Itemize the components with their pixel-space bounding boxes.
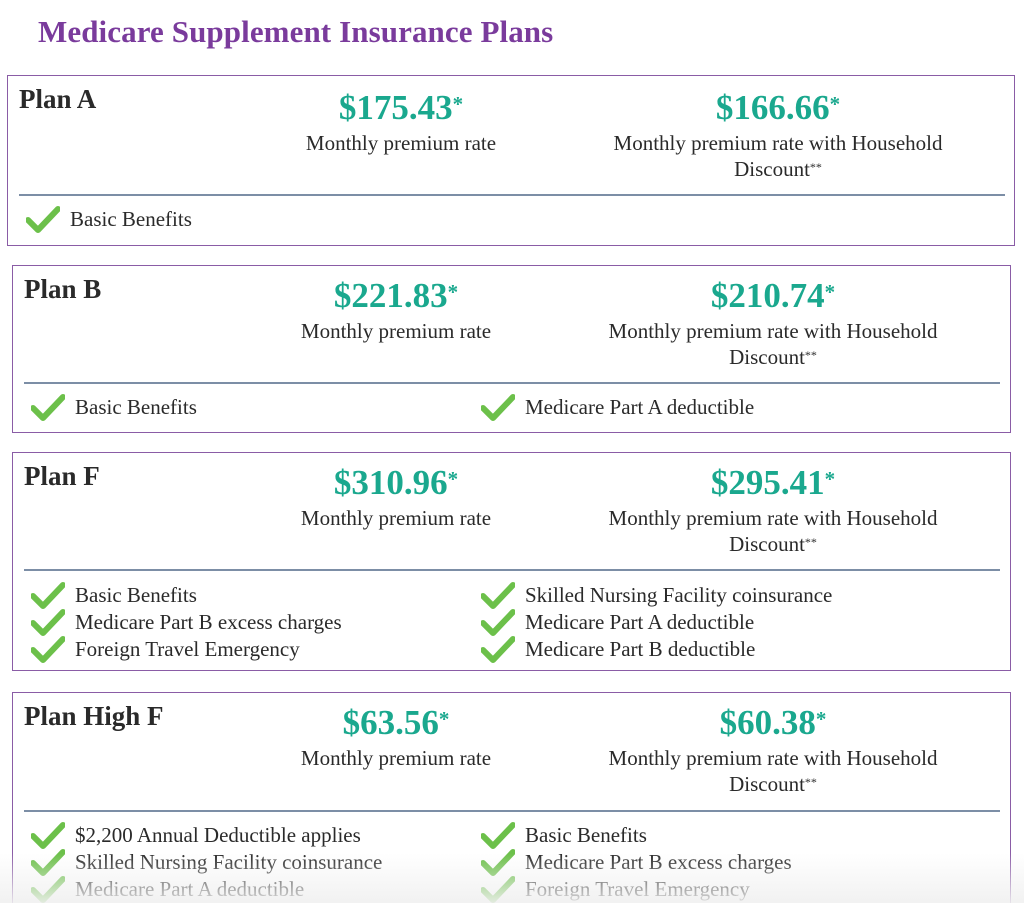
divider [24, 382, 1000, 384]
benefit-item: Medicare Part A deductible [481, 609, 931, 636]
benefit-item: Basic Benefits [31, 394, 481, 421]
monthly-price: $221.83* [333, 276, 459, 315]
benefit-label: Basic Benefits [75, 583, 197, 607]
checkmark-icon [31, 582, 65, 609]
checkmark-icon [26, 206, 60, 233]
plan-card-b: Plan B $221.83* Monthly premium rate $21… [12, 265, 1011, 433]
checkmark-icon [481, 822, 515, 849]
benefit-item: Medicare Part A deductible [481, 394, 931, 421]
checkmark-icon [31, 609, 65, 636]
checkmark-icon [31, 849, 65, 876]
plan-card-high-f: Plan High F $63.56* Monthly premium rate… [12, 692, 1011, 903]
benefits-list: Basic Benefits Medicare Part A deductible [31, 394, 931, 421]
benefit-item: Foreign Travel Emergency [31, 636, 481, 663]
household-price: $166.66* [715, 88, 841, 127]
monthly-rate-block: $175.43* Monthly premium rate [276, 88, 526, 156]
benefit-label: Medicare Part A deductible [525, 395, 755, 419]
benefit-item: Medicare Part A deductible [31, 876, 481, 903]
benefit-label: Skilled Nursing Facility coinsurance [75, 850, 383, 874]
benefit-label: Medicare Part A deductible [525, 610, 755, 634]
benefit-item: Medicare Part B excess charges [31, 609, 481, 636]
benefit-item: $2,200 Annual Deductible applies [31, 822, 481, 849]
household-rate-block: $166.66* Monthly premium rate with House… [588, 88, 968, 182]
household-rate-label: Monthly premium rate with Household Disco… [608, 506, 938, 556]
monthly-rate-label: Monthly premium rate [300, 746, 492, 770]
household-price: $210.74* [710, 276, 836, 315]
benefit-label: Medicare Part B excess charges [525, 850, 792, 874]
checkmark-icon [481, 636, 515, 663]
plan-name: Plan B [24, 274, 102, 304]
benefit-item: Medicare Part B deductible [481, 636, 931, 663]
benefit-item: Skilled Nursing Facility coinsurance [481, 582, 931, 609]
monthly-price: $310.96* [333, 463, 459, 502]
checkmark-icon [31, 876, 65, 903]
divider [24, 569, 1000, 571]
benefit-label: Foreign Travel Emergency [75, 637, 300, 661]
plan-name: Plan F [24, 461, 100, 491]
benefit-item: Basic Benefits [26, 206, 476, 233]
benefits-list: Basic Benefits [26, 206, 926, 233]
monthly-price: $63.56* [342, 703, 450, 742]
household-rate-block: $60.38* Monthly premium rate with Househ… [583, 703, 963, 797]
household-rate-block: $295.41* Monthly premium rate with House… [583, 463, 963, 557]
benefit-item: Skilled Nursing Facility coinsurance [31, 849, 481, 876]
benefit-label: Skilled Nursing Facility coinsurance [525, 583, 833, 607]
monthly-rate-block: $63.56* Monthly premium rate [271, 703, 521, 771]
page-title: Medicare Supplement Insurance Plans [38, 14, 554, 49]
monthly-rate-label: Monthly premium rate [300, 506, 492, 530]
benefit-item: Basic Benefits [31, 582, 481, 609]
checkmark-icon [481, 849, 515, 876]
benefit-item: Medicare Part B excess charges [481, 849, 931, 876]
benefit-label: Medicare Part B excess charges [75, 610, 342, 634]
divider [19, 194, 1005, 196]
household-price: $60.38* [719, 703, 827, 742]
plan-name: Plan A [19, 84, 97, 114]
checkmark-icon [31, 394, 65, 421]
checkmark-icon [481, 609, 515, 636]
monthly-rate-block: $310.96* Monthly premium rate [271, 463, 521, 531]
plan-card-a: Plan A $175.43* Monthly premium rate $16… [7, 75, 1015, 246]
benefits-list: $2,200 Annual Deductible applies Basic Be… [31, 822, 931, 903]
monthly-rate-label: Monthly premium rate [300, 319, 492, 343]
checkmark-icon [31, 822, 65, 849]
benefit-label: Basic Benefits [75, 395, 197, 419]
checkmark-icon [481, 582, 515, 609]
household-rate-block: $210.74* Monthly premium rate with House… [583, 276, 963, 370]
benefit-item: Basic Benefits [481, 822, 931, 849]
household-price: $295.41* [710, 463, 836, 502]
checkmark-icon [481, 394, 515, 421]
checkmark-icon [31, 636, 65, 663]
benefit-label: $2,200 Annual Deductible applies [75, 823, 361, 847]
monthly-rate-block: $221.83* Monthly premium rate [271, 276, 521, 344]
household-rate-label: Monthly premium rate with Household Disco… [613, 131, 943, 181]
benefit-label: Foreign Travel Emergency [525, 877, 750, 901]
checkmark-icon [481, 876, 515, 903]
divider [24, 810, 1000, 812]
household-rate-label: Monthly premium rate with Household Disco… [608, 746, 938, 796]
monthly-rate-label: Monthly premium rate [305, 131, 497, 155]
plan-card-f: Plan F $310.96* Monthly premium rate $29… [12, 452, 1011, 671]
benefit-label: Basic Benefits [70, 207, 192, 231]
benefit-label: Basic Benefits [525, 823, 647, 847]
benefit-label: Medicare Part B deductible [525, 637, 756, 661]
monthly-price: $175.43* [338, 88, 464, 127]
plan-name: Plan High F [24, 701, 164, 731]
household-rate-label: Monthly premium rate with Household Disco… [608, 319, 938, 369]
benefits-list: Basic Benefits Skilled Nursing Facility c… [31, 582, 931, 663]
benefit-item: Foreign Travel Emergency [481, 876, 931, 903]
benefit-label: Medicare Part A deductible [75, 877, 305, 901]
